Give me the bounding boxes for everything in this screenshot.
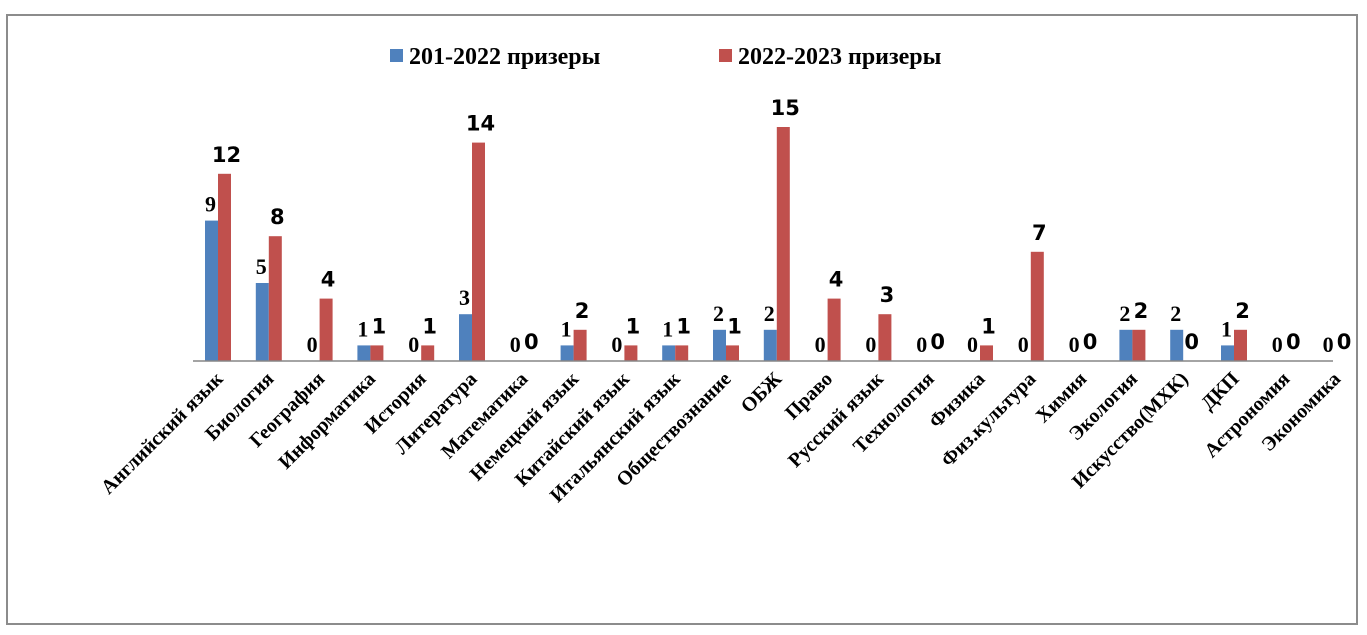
bar-series-2 — [218, 173, 231, 361]
bar-series-2 — [472, 142, 485, 361]
data-label-series-1: 3 — [459, 285, 470, 310]
data-label-series-2: 4 — [829, 268, 844, 292]
bar-series-2 — [1132, 329, 1146, 361]
data-label-series-1: 0 — [916, 332, 927, 357]
bar-series-2 — [268, 236, 282, 361]
bar-series-1 — [560, 345, 574, 361]
data-label-series-2: 0 — [524, 330, 539, 354]
data-label-series-2: 12 — [212, 143, 241, 167]
bar-series-1 — [459, 314, 472, 361]
data-label-series-2: 1 — [422, 314, 437, 338]
data-label-series-1: 2 — [1170, 301, 1181, 326]
bar-series-1 — [1221, 345, 1234, 361]
data-label-series-2: 2 — [575, 299, 590, 323]
bar-series-1 — [357, 345, 371, 361]
data-label-series-1: 1 — [1221, 316, 1232, 341]
data-label-series-2: 2 — [1134, 299, 1149, 323]
data-label-series-1: 2 — [1119, 301, 1130, 326]
bar-series-2 — [1030, 251, 1044, 361]
data-label-series-1: 0 — [1323, 332, 1334, 357]
data-label-series-1: 1 — [561, 316, 572, 341]
data-label-series-1: 1 — [357, 316, 368, 341]
data-label-series-2: 0 — [1286, 330, 1301, 354]
data-label-series-1: 5 — [256, 254, 267, 279]
data-label-series-1: 0 — [510, 332, 521, 357]
bar-series-1 — [662, 345, 676, 361]
data-label-series-2: 1 — [727, 314, 742, 338]
x-tick-labels: Английский языкБиологияГеографияИнформат… — [97, 368, 1345, 507]
x-tick-label: ОБЖ — [737, 368, 787, 418]
data-label-series-1: 1 — [662, 316, 673, 341]
bar-series-2 — [319, 298, 333, 361]
data-label-series-2: 1 — [981, 314, 996, 338]
data-label-series-2: 2 — [1235, 299, 1250, 323]
data-label-series-2: 7 — [1032, 221, 1047, 245]
data-label-series-1: 0 — [611, 332, 622, 357]
data-label-series-2: 1 — [626, 314, 641, 338]
legend-swatch-series-2 — [719, 49, 732, 62]
data-label-series-1: 0 — [408, 332, 419, 357]
data-label-series-1: 2 — [764, 301, 775, 326]
data-label-series-2: 0 — [1184, 330, 1199, 354]
x-tick-label: ДКП — [1197, 368, 1244, 415]
bar-series-1 — [205, 220, 218, 361]
data-label-series-2: 0 — [1083, 330, 1098, 354]
data-label-series-1: 0 — [1272, 332, 1283, 357]
chart-frame — [6, 14, 1358, 625]
bar-series-2 — [878, 314, 892, 361]
legend-swatch-series-1 — [390, 49, 403, 62]
data-label-series-1: 0 — [815, 332, 826, 357]
bar-series-1 — [713, 329, 726, 361]
bar-series-2 — [573, 329, 587, 361]
data-label-series-2: 0 — [1337, 330, 1352, 354]
data-label-series-2: 1 — [372, 314, 387, 338]
bar-series-2 — [776, 127, 790, 361]
bar-series-2 — [675, 345, 689, 361]
bars — [205, 127, 1247, 361]
bar-series-2 — [370, 345, 384, 361]
bar-series-1 — [763, 329, 777, 361]
bar-series-2 — [421, 345, 435, 361]
data-label-series-1: 0 — [1069, 332, 1080, 357]
data-label-series-1: 0 — [967, 332, 978, 357]
legend-label-series-2: 2022-2023 призеры — [738, 44, 942, 70]
bar-series-2 — [1234, 329, 1247, 361]
bar-series-1 — [1119, 329, 1133, 361]
legend-label-series-1: 201-2022 призеры — [409, 44, 601, 70]
bar-series-2 — [980, 345, 993, 361]
data-label-series-2: 8 — [270, 205, 285, 229]
data-label-series-2: 4 — [321, 268, 336, 292]
data-label-series-1: 9 — [205, 192, 216, 217]
data-label-series-1: 0 — [307, 332, 318, 357]
bar-series-1 — [255, 283, 269, 361]
data-label-series-2: 14 — [466, 112, 495, 136]
data-label-series-1: 2 — [713, 301, 724, 326]
data-label-series-2: 1 — [676, 314, 691, 338]
data-label-series-1: 0 — [1018, 332, 1029, 357]
bar-series-2 — [624, 345, 638, 361]
legend: 201-2022 призеры 2022-2023 призеры — [390, 44, 942, 70]
data-label-series-1: 0 — [865, 332, 876, 357]
bar-series-2 — [827, 298, 841, 361]
data-label-series-2: 3 — [880, 283, 895, 307]
data-label-series-2: 15 — [771, 96, 800, 120]
data-label-series-2: 0 — [930, 330, 945, 354]
bar-series-2 — [726, 345, 739, 361]
bar-series-1 — [1170, 329, 1184, 361]
